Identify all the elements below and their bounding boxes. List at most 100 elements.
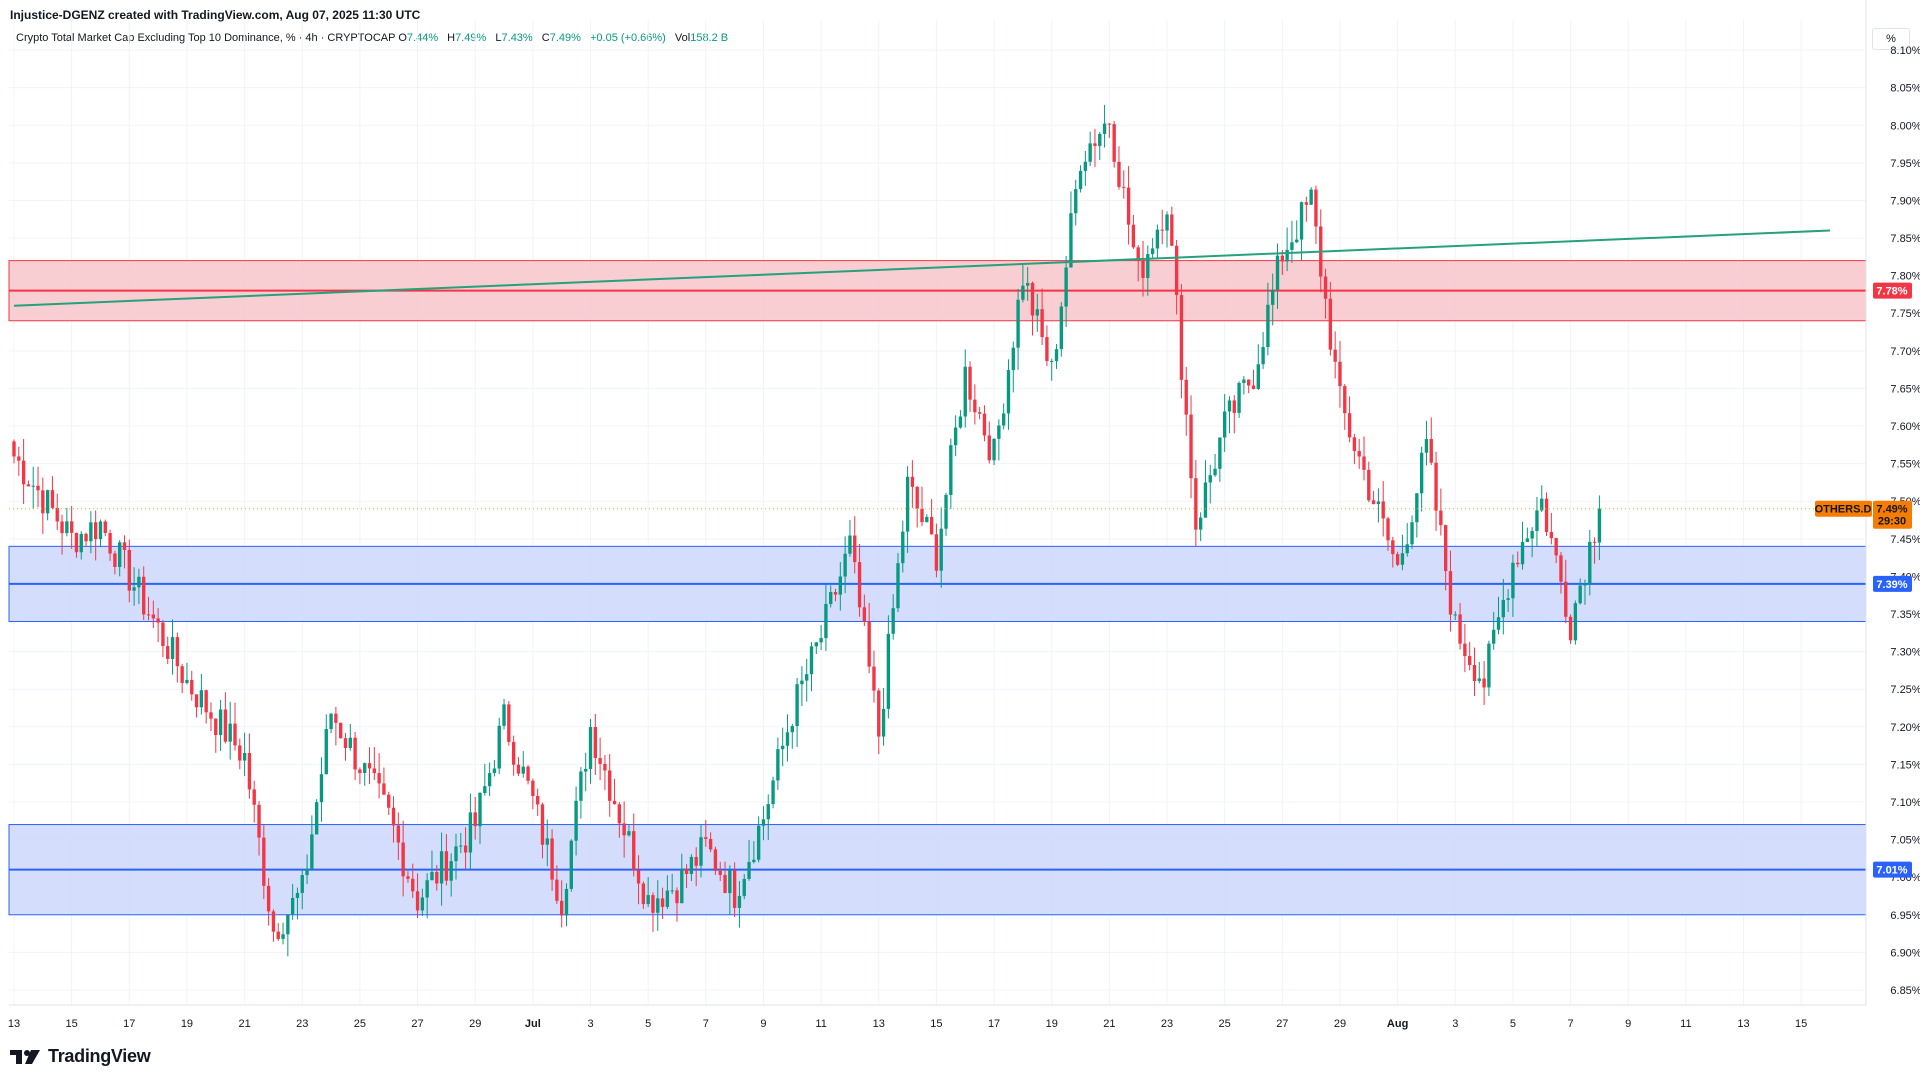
candle-body xyxy=(872,666,876,691)
candle-body xyxy=(166,646,170,659)
candle-body xyxy=(1352,437,1357,452)
candle-body xyxy=(1290,242,1294,250)
candle-body xyxy=(901,531,905,564)
candle-body xyxy=(1468,656,1472,665)
symbol-legend[interactable]: Crypto Total Market Cap Excluding Top 10… xyxy=(16,32,734,44)
candle-body xyxy=(1492,629,1496,644)
candle-body xyxy=(1026,282,1030,286)
candle-body xyxy=(1011,347,1015,371)
candle-body xyxy=(1150,248,1155,255)
candle-body xyxy=(132,587,136,591)
candle-body xyxy=(1078,170,1083,190)
candle-body xyxy=(636,870,641,884)
candle-body xyxy=(1045,337,1049,362)
last-price-tag xyxy=(1873,500,1912,529)
candle-body xyxy=(728,870,732,894)
candle-body xyxy=(689,856,694,874)
candle-body xyxy=(1299,202,1304,240)
candle-body xyxy=(1496,617,1501,630)
x-tick-label: 9 xyxy=(760,1018,766,1030)
candle-body xyxy=(684,868,689,874)
candle-body xyxy=(45,490,50,514)
candle-body xyxy=(449,861,453,881)
candle-body xyxy=(161,622,165,647)
candle-body xyxy=(1194,478,1198,530)
candle-body xyxy=(21,460,26,485)
candle-body xyxy=(98,521,103,540)
x-tick-label: 23 xyxy=(296,1018,308,1030)
price-scale-unit-button[interactable]: % xyxy=(1872,28,1910,50)
candle-body xyxy=(1415,493,1419,523)
candle-body xyxy=(1434,462,1438,511)
candle-body xyxy=(1501,599,1505,618)
candle-body xyxy=(1016,299,1020,348)
x-tick-label: 19 xyxy=(1046,1018,1058,1030)
candle-body xyxy=(271,911,276,932)
x-tick-label: 21 xyxy=(1103,1018,1115,1030)
candle-body xyxy=(588,727,593,769)
candle-body xyxy=(425,880,429,898)
candle-body xyxy=(146,614,151,616)
candle-body xyxy=(1391,540,1395,555)
candle-body xyxy=(1453,614,1457,616)
candle-body xyxy=(992,438,996,461)
candle-body xyxy=(363,763,367,774)
candle-body xyxy=(1343,386,1347,414)
candle-body xyxy=(65,521,69,534)
candle-body xyxy=(108,533,112,554)
candle-body xyxy=(252,789,256,805)
candle-body xyxy=(1251,385,1256,389)
candle-body xyxy=(867,621,871,667)
candle-body xyxy=(329,713,333,730)
candle-body xyxy=(1126,187,1131,225)
x-tick-label: 23 xyxy=(1161,1018,1173,1030)
candle-body xyxy=(281,934,285,939)
candle-body xyxy=(598,758,602,764)
candle-body xyxy=(1472,664,1477,682)
candle-body xyxy=(1395,554,1400,565)
candle-body xyxy=(492,768,497,774)
candle-body xyxy=(31,485,35,487)
y-tick-label: 7.30% xyxy=(1890,647,1920,659)
candle-body xyxy=(41,490,45,514)
candle-body xyxy=(74,532,79,553)
candle-body xyxy=(742,878,746,896)
candle-body xyxy=(175,637,180,667)
candle-body xyxy=(1155,229,1160,249)
candle-body xyxy=(680,868,684,904)
candlestick-chart[interactable]: 13 15 17 19 21 23 25 27 29 Jul 3 5 7 9 11 13 15 17 19 21 23 2… xyxy=(0,0,1920,1040)
x-tick-label: 3 xyxy=(587,1018,593,1030)
candle-body xyxy=(218,709,223,736)
x-tick-label: 3 xyxy=(1452,1018,1458,1030)
candle-body xyxy=(50,490,55,508)
candle-body xyxy=(1218,437,1222,469)
candle-body xyxy=(1463,643,1467,657)
candle-body xyxy=(1271,289,1275,305)
candle-body xyxy=(36,485,40,491)
y-tick-label: 7.60% xyxy=(1890,421,1920,433)
candle-body xyxy=(881,708,886,737)
candle-body xyxy=(603,763,607,771)
candle-body xyxy=(939,528,943,571)
candle-body xyxy=(723,874,727,894)
candle-body xyxy=(1568,616,1573,641)
candle-body xyxy=(1295,239,1299,243)
y-tick-label: 7.90% xyxy=(1890,195,1920,207)
candle-body xyxy=(627,831,631,836)
candle-body xyxy=(487,773,492,787)
candle-body xyxy=(439,851,444,884)
y-tick-label: 8.00% xyxy=(1890,120,1920,132)
candle-body xyxy=(1564,581,1568,617)
candle-body xyxy=(771,780,775,805)
candle-body xyxy=(372,768,376,774)
candle-body xyxy=(737,895,742,908)
chart-credit: Injustice-DGENZ created with TradingView… xyxy=(10,8,421,22)
candle-body xyxy=(915,486,919,509)
x-tick-label: 13 xyxy=(8,1018,20,1030)
candle-body xyxy=(122,542,127,550)
tradingview-logo-text: TradingView xyxy=(48,1046,151,1066)
candle-body xyxy=(997,425,1001,439)
candle-body xyxy=(1443,525,1448,572)
y-tick-label: 7.45% xyxy=(1890,534,1920,546)
candle-body xyxy=(276,931,280,939)
